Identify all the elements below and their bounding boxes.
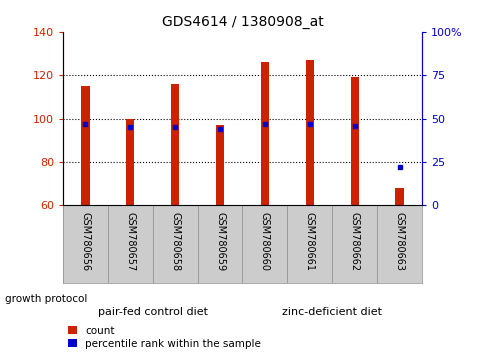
- Text: GSM780657: GSM780657: [125, 212, 135, 271]
- Text: GSM780663: GSM780663: [393, 212, 404, 270]
- Bar: [305, 60, 313, 205]
- Text: GSM780658: GSM780658: [170, 212, 180, 271]
- Bar: [350, 78, 358, 205]
- Bar: [260, 62, 269, 205]
- Text: pair-fed control diet: pair-fed control diet: [98, 307, 207, 316]
- Text: GSM780661: GSM780661: [304, 212, 314, 270]
- Text: zinc-deficient diet: zinc-deficient diet: [282, 307, 381, 316]
- Bar: [215, 125, 224, 205]
- Text: GSM780660: GSM780660: [259, 212, 270, 270]
- Legend: count, percentile rank within the sample: count, percentile rank within the sample: [68, 326, 260, 349]
- Bar: [81, 86, 90, 205]
- Bar: [171, 84, 179, 205]
- Bar: [126, 119, 134, 205]
- Text: growth protocol: growth protocol: [5, 294, 87, 304]
- Text: GSM780662: GSM780662: [349, 212, 359, 271]
- Title: GDS4614 / 1380908_at: GDS4614 / 1380908_at: [161, 16, 323, 29]
- Text: GSM780659: GSM780659: [214, 212, 225, 271]
- Text: GSM780656: GSM780656: [80, 212, 91, 271]
- Bar: [394, 188, 403, 205]
